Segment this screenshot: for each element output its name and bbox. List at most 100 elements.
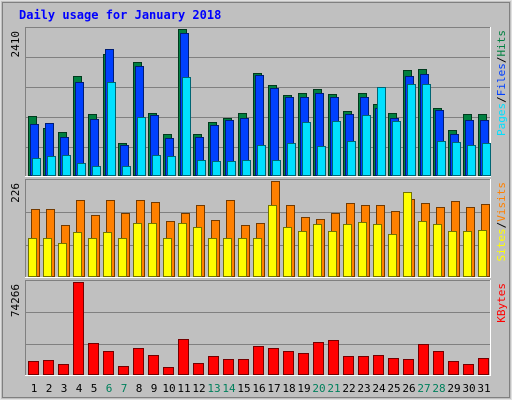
x-tick-label-13: 13	[207, 382, 220, 395]
bar-kbytes-day-2	[43, 360, 54, 375]
bar-kbytes-day-21	[328, 340, 339, 375]
bar-sites-day-6	[103, 232, 112, 277]
bar-kbytes-day-4	[73, 282, 84, 375]
y-max-label-top: 2410	[9, 31, 22, 58]
x-tick-label-7: 7	[121, 382, 128, 395]
bar-kbytes-day-28	[433, 351, 444, 375]
bar-pages-day-11	[182, 77, 191, 176]
bar-sites-day-9	[148, 223, 157, 277]
bar-pages-day-24	[377, 87, 386, 176]
legend-pages: Pages	[495, 103, 508, 136]
x-tick-label-28: 28	[432, 382, 445, 395]
bar-pages-day-6	[107, 82, 116, 176]
bar-kbytes-day-3	[58, 364, 69, 375]
x-tick-label-6: 6	[106, 382, 113, 395]
bar-pages-day-16	[257, 145, 266, 176]
bar-sites-day-10	[163, 238, 172, 277]
bar-kbytes-day-29	[448, 361, 459, 375]
x-tick-label-23: 23	[357, 382, 370, 395]
x-tick-label-2: 2	[46, 382, 53, 395]
bar-kbytes-day-5	[88, 343, 99, 375]
x-tick-label-26: 26	[402, 382, 415, 395]
bar-pages-day-7	[122, 166, 131, 176]
legend-kbytes: KBytes	[495, 283, 508, 323]
bar-kbytes-day-16	[253, 346, 264, 375]
bar-pages-day-22	[347, 141, 356, 176]
bar-sites-day-4	[73, 232, 82, 277]
legend-separator: /	[495, 96, 508, 103]
bar-pages-day-28	[437, 141, 446, 176]
side-legend-top: Pages/Files/Hits	[495, 30, 508, 136]
legend-hits: Hits	[495, 30, 508, 57]
legend-separator: /	[495, 222, 508, 229]
bar-sites-day-23	[358, 222, 367, 277]
bar-sites-day-24	[373, 224, 382, 277]
bar-kbytes-day-20	[313, 342, 324, 375]
x-tick-label-29: 29	[447, 382, 460, 395]
x-tick-label-17: 17	[267, 382, 280, 395]
x-tick-label-14: 14	[222, 382, 236, 395]
x-tick-label-18: 18	[282, 382, 295, 395]
bar-pages-day-29	[452, 142, 461, 176]
bar-pages-day-3	[62, 155, 71, 176]
bar-pages-day-19	[302, 122, 311, 176]
legend-files: Files	[495, 63, 508, 96]
bar-kbytes-day-24	[373, 355, 384, 375]
bar-pages-day-27	[422, 84, 431, 176]
bar-pages-day-5	[92, 166, 101, 176]
x-tick-label-27: 27	[417, 382, 430, 395]
bar-sites-day-25	[388, 234, 397, 277]
bar-sites-day-8	[133, 223, 142, 277]
bar-pages-day-1	[32, 158, 41, 176]
x-tick-label-21: 21	[327, 382, 340, 395]
bar-sites-day-30	[463, 231, 472, 277]
bar-pages-day-31	[482, 143, 491, 176]
x-tick-label-24: 24	[372, 382, 386, 395]
frame-dark-edge	[2, 2, 510, 398]
bar-sites-day-3	[58, 243, 67, 277]
bar-pages-day-4	[77, 163, 86, 176]
bar-sites-day-17	[268, 205, 277, 277]
bar-sites-day-14	[223, 238, 232, 277]
bar-kbytes-day-9	[148, 355, 159, 375]
y-max-label-middle: 226	[9, 183, 22, 203]
bar-kbytes-day-23	[358, 356, 369, 375]
bar-kbytes-day-26	[403, 359, 414, 375]
bar-kbytes-day-19	[298, 353, 309, 375]
x-tick-label-10: 10	[162, 382, 175, 395]
bar-kbytes-day-1	[28, 361, 39, 375]
bar-pages-day-30	[467, 145, 476, 176]
bar-pages-day-20	[317, 146, 326, 176]
x-tick-label-16: 16	[252, 382, 265, 395]
bar-pages-day-17	[272, 160, 281, 176]
side-legend-middle: Sites/Visits	[495, 182, 508, 262]
bar-kbytes-day-7	[118, 366, 129, 375]
bar-files-day-4	[75, 82, 84, 176]
bar-sites-day-26	[403, 192, 412, 277]
bar-kbytes-day-14	[223, 359, 234, 375]
bar-sites-day-31	[478, 230, 487, 277]
panel-bottom: 74266 KBytes	[9, 280, 508, 376]
bar-kbytes-day-27	[418, 344, 429, 375]
bar-kbytes-day-22	[343, 356, 354, 375]
legend-separator: /	[495, 57, 508, 64]
bar-sites-day-18	[283, 227, 292, 277]
x-tick-label-11: 11	[177, 382, 190, 395]
chart-title: Daily usage for January 2018	[19, 8, 221, 22]
bar-kbytes-day-30	[463, 364, 474, 375]
bar-kbytes-day-31	[478, 358, 489, 375]
x-tick-label-12: 12	[192, 382, 205, 395]
bar-sites-day-13	[208, 238, 217, 277]
bar-sites-day-16	[253, 238, 262, 277]
bar-pages-day-15	[242, 160, 251, 176]
legend-sites: Sites	[495, 228, 508, 261]
panel-middle: 226 Sites/Visits	[9, 179, 508, 278]
bar-kbytes-day-6	[103, 351, 114, 375]
bar-kbytes-day-17	[268, 348, 279, 375]
bar-kbytes-day-11	[178, 339, 189, 375]
x-tick-label-9: 9	[151, 382, 158, 395]
y-max-label-bottom: 74266	[9, 284, 22, 317]
bar-sites-day-2	[43, 238, 52, 277]
bar-kbytes-day-8	[133, 348, 144, 375]
